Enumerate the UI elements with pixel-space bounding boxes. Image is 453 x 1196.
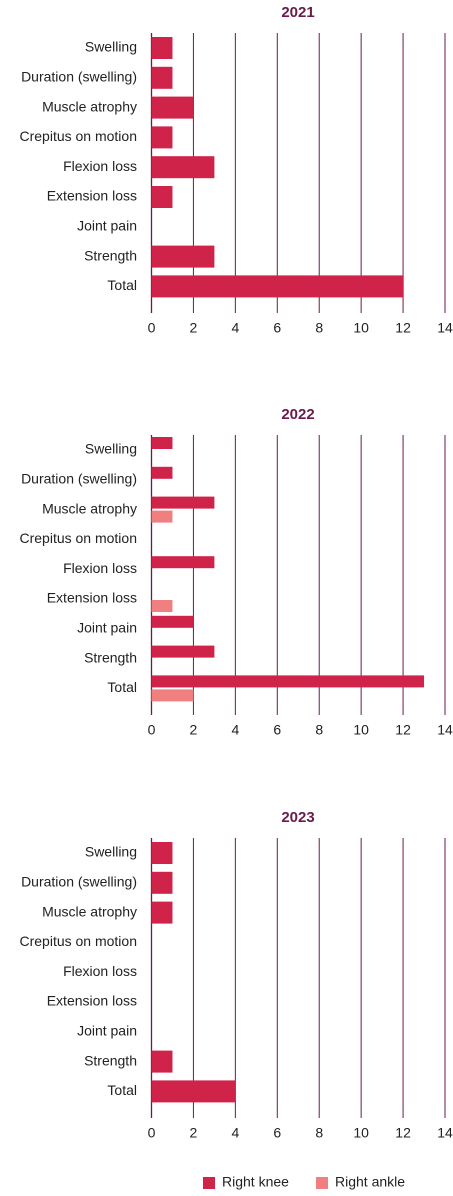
category-label: Muscle atrophy — [42, 500, 137, 516]
bar-right-knee — [151, 156, 215, 179]
category-label: Crepitus on motion — [19, 530, 137, 546]
category-label: Extension loss — [47, 590, 137, 606]
bar-right-knee — [151, 615, 194, 628]
bar-right-knee — [151, 645, 215, 658]
bar-right-knee — [151, 842, 173, 864]
legend-swatch — [316, 1177, 328, 1189]
x-tick-label: 6 — [273, 722, 281, 738]
chart-title: 2023 — [281, 809, 314, 826]
category-label: Muscle atrophy — [42, 98, 137, 114]
x-tick-label: 0 — [148, 1125, 156, 1141]
x-tick-label: 0 — [148, 320, 156, 336]
x-tick-label: 14 — [437, 1125, 453, 1141]
chart-title: 2022 — [281, 406, 314, 423]
bar-right-knee — [151, 437, 173, 449]
bar-right-knee — [151, 275, 404, 298]
category-label: Duration (swelling) — [21, 69, 137, 85]
category-label: Crepitus on motion — [19, 933, 137, 949]
category-label: Swelling — [85, 844, 137, 860]
category-label: Strength — [84, 649, 137, 665]
bar-right-knee — [151, 245, 215, 268]
category-label: Joint pain — [77, 218, 137, 234]
bar-right-knee — [151, 1050, 173, 1073]
x-tick-label: 8 — [315, 320, 323, 336]
bar-right-knee — [151, 466, 173, 479]
category-label: Flexion loss — [63, 560, 137, 576]
x-tick-label: 6 — [273, 1125, 281, 1141]
category-label: Swelling — [85, 441, 137, 457]
category-label: Duration (swelling) — [21, 874, 137, 890]
x-tick-label: 14 — [437, 320, 453, 336]
x-tick-label: 10 — [353, 320, 369, 336]
legend-label: Right ankle — [335, 1174, 405, 1190]
category-label: Total — [107, 679, 137, 695]
x-tick-label: 4 — [231, 320, 239, 336]
bar-right-ankle — [151, 510, 173, 523]
category-label: Strength — [84, 1052, 137, 1068]
x-tick-label: 6 — [273, 320, 281, 336]
x-tick-label: 10 — [353, 1125, 369, 1141]
category-label: Swelling — [85, 39, 137, 55]
category-label: Flexion loss — [63, 158, 137, 174]
legend-swatch — [203, 1177, 215, 1189]
category-label: Crepitus on motion — [19, 128, 137, 144]
x-tick-label: 10 — [353, 722, 369, 738]
bar-right-knee — [151, 37, 173, 59]
x-tick-label: 4 — [231, 1125, 239, 1141]
category-label: Total — [107, 277, 137, 293]
x-tick-label: 2 — [190, 320, 198, 336]
x-tick-label: 0 — [148, 722, 156, 738]
bar-right-knee — [151, 186, 173, 208]
bar-right-knee — [151, 1080, 236, 1103]
legend-label: Right knee — [222, 1174, 289, 1190]
category-label: Flexion loss — [63, 963, 137, 979]
chart-title: 2021 — [281, 4, 314, 21]
x-tick-label: 2 — [190, 722, 198, 738]
category-label: Total — [107, 1082, 137, 1098]
bar-right-ankle — [151, 600, 173, 612]
bar-right-knee — [151, 556, 215, 569]
bar-right-knee — [151, 96, 194, 119]
category-label: Muscle atrophy — [42, 903, 137, 919]
bar-right-knee — [151, 66, 173, 89]
category-label: Duration (swelling) — [21, 471, 137, 487]
bar-right-ankle — [151, 689, 194, 702]
x-tick-label: 12 — [395, 1125, 411, 1141]
category-label: Strength — [84, 247, 137, 263]
x-tick-label: 14 — [437, 722, 453, 738]
x-tick-label: 12 — [395, 320, 411, 336]
bar-right-knee — [151, 901, 173, 924]
bar-right-knee — [151, 675, 425, 688]
category-label: Extension loss — [47, 188, 137, 204]
x-tick-label: 4 — [231, 722, 239, 738]
bar-right-knee — [151, 126, 173, 149]
category-label: Joint pain — [77, 1023, 137, 1039]
bar-right-knee — [151, 496, 215, 509]
category-label: Extension loss — [47, 993, 137, 1009]
bar-right-knee — [151, 871, 173, 894]
x-tick-label: 8 — [315, 1125, 323, 1141]
category-label: Joint pain — [77, 620, 137, 636]
x-tick-label: 8 — [315, 722, 323, 738]
x-tick-label: 12 — [395, 722, 411, 738]
x-tick-label: 2 — [190, 1125, 198, 1141]
